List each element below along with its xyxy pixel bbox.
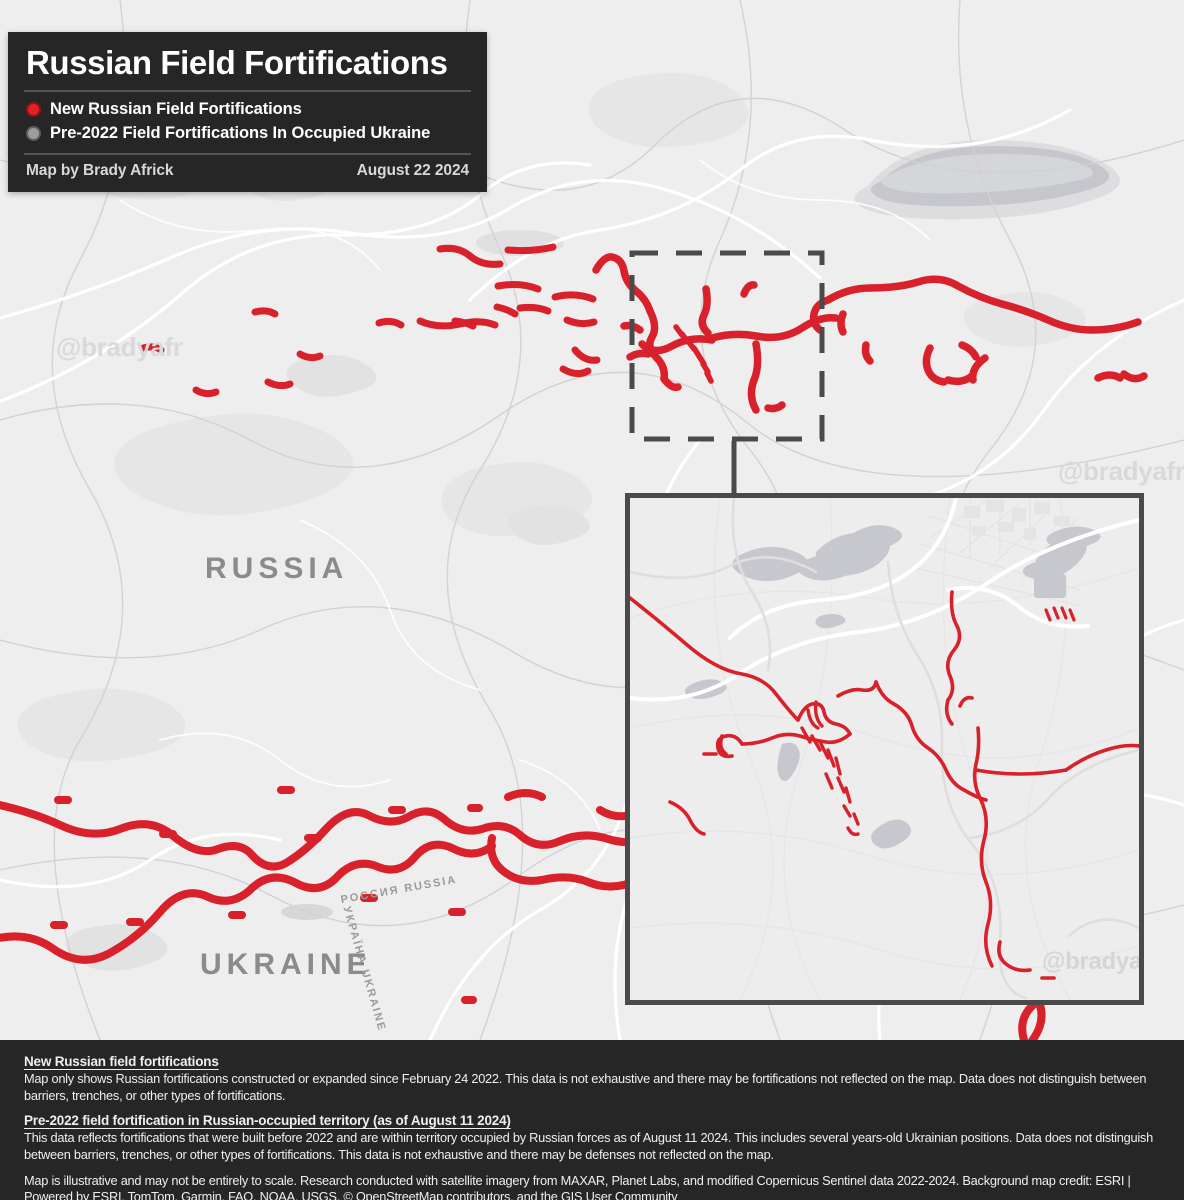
inset-roads	[630, 498, 1139, 702]
footer-body-pre2022: This data reflects fortifications that w…	[24, 1129, 1153, 1162]
map-date: August 22 2024	[356, 161, 469, 179]
legend-item-pre2022[interactable]: Pre-2022 Field Fortifications In Occupie…	[26, 124, 471, 144]
country-label-russia: RUSSIA	[205, 552, 349, 585]
fortification-lines-new	[0, 243, 1148, 1040]
gray-dot-icon	[26, 126, 41, 142]
footer-credit: Map is illustrative and may not be entir…	[24, 1172, 1131, 1200]
red-dot-icon	[26, 102, 41, 118]
legend-label-pre2022: Pre-2022 Field Fortifications In Occupie…	[50, 123, 431, 142]
title-card: Russian Field Fortifications New Russian…	[8, 32, 487, 192]
card-footer: Map by Brady Africk August 22 2024	[26, 162, 469, 180]
page-title: Russian Field Fortifications	[26, 44, 448, 81]
footer-body-new: Map only shows Russian fortifications co…	[24, 1071, 1147, 1103]
inset-minor-roads	[630, 498, 1139, 1000]
urban-blocks	[964, 500, 1070, 540]
inset-fortification-lines	[630, 590, 1139, 980]
callout-box	[629, 250, 825, 493]
inset-map-canvas	[630, 498, 1139, 1000]
country-label-ukraine: UKRAINE	[200, 948, 372, 981]
footer-notes: New Russian field fortifications Map onl…	[0, 1040, 1184, 1200]
map-byline: Map by Brady Africk	[26, 161, 174, 179]
footer-heading-new: New Russian field fortifications	[24, 1054, 219, 1069]
legend-label-new: New Russian Field Fortifications	[50, 99, 302, 118]
legend-item-new[interactable]: New Russian Field Fortifications	[26, 100, 471, 120]
divider-bottom	[24, 152, 471, 155]
divider-top	[24, 89, 471, 92]
inset-detail-map[interactable]: @bradyafr	[625, 493, 1144, 1005]
footer-heading-pre2022: Pre-2022 field fortification in Russian-…	[24, 1112, 511, 1128]
